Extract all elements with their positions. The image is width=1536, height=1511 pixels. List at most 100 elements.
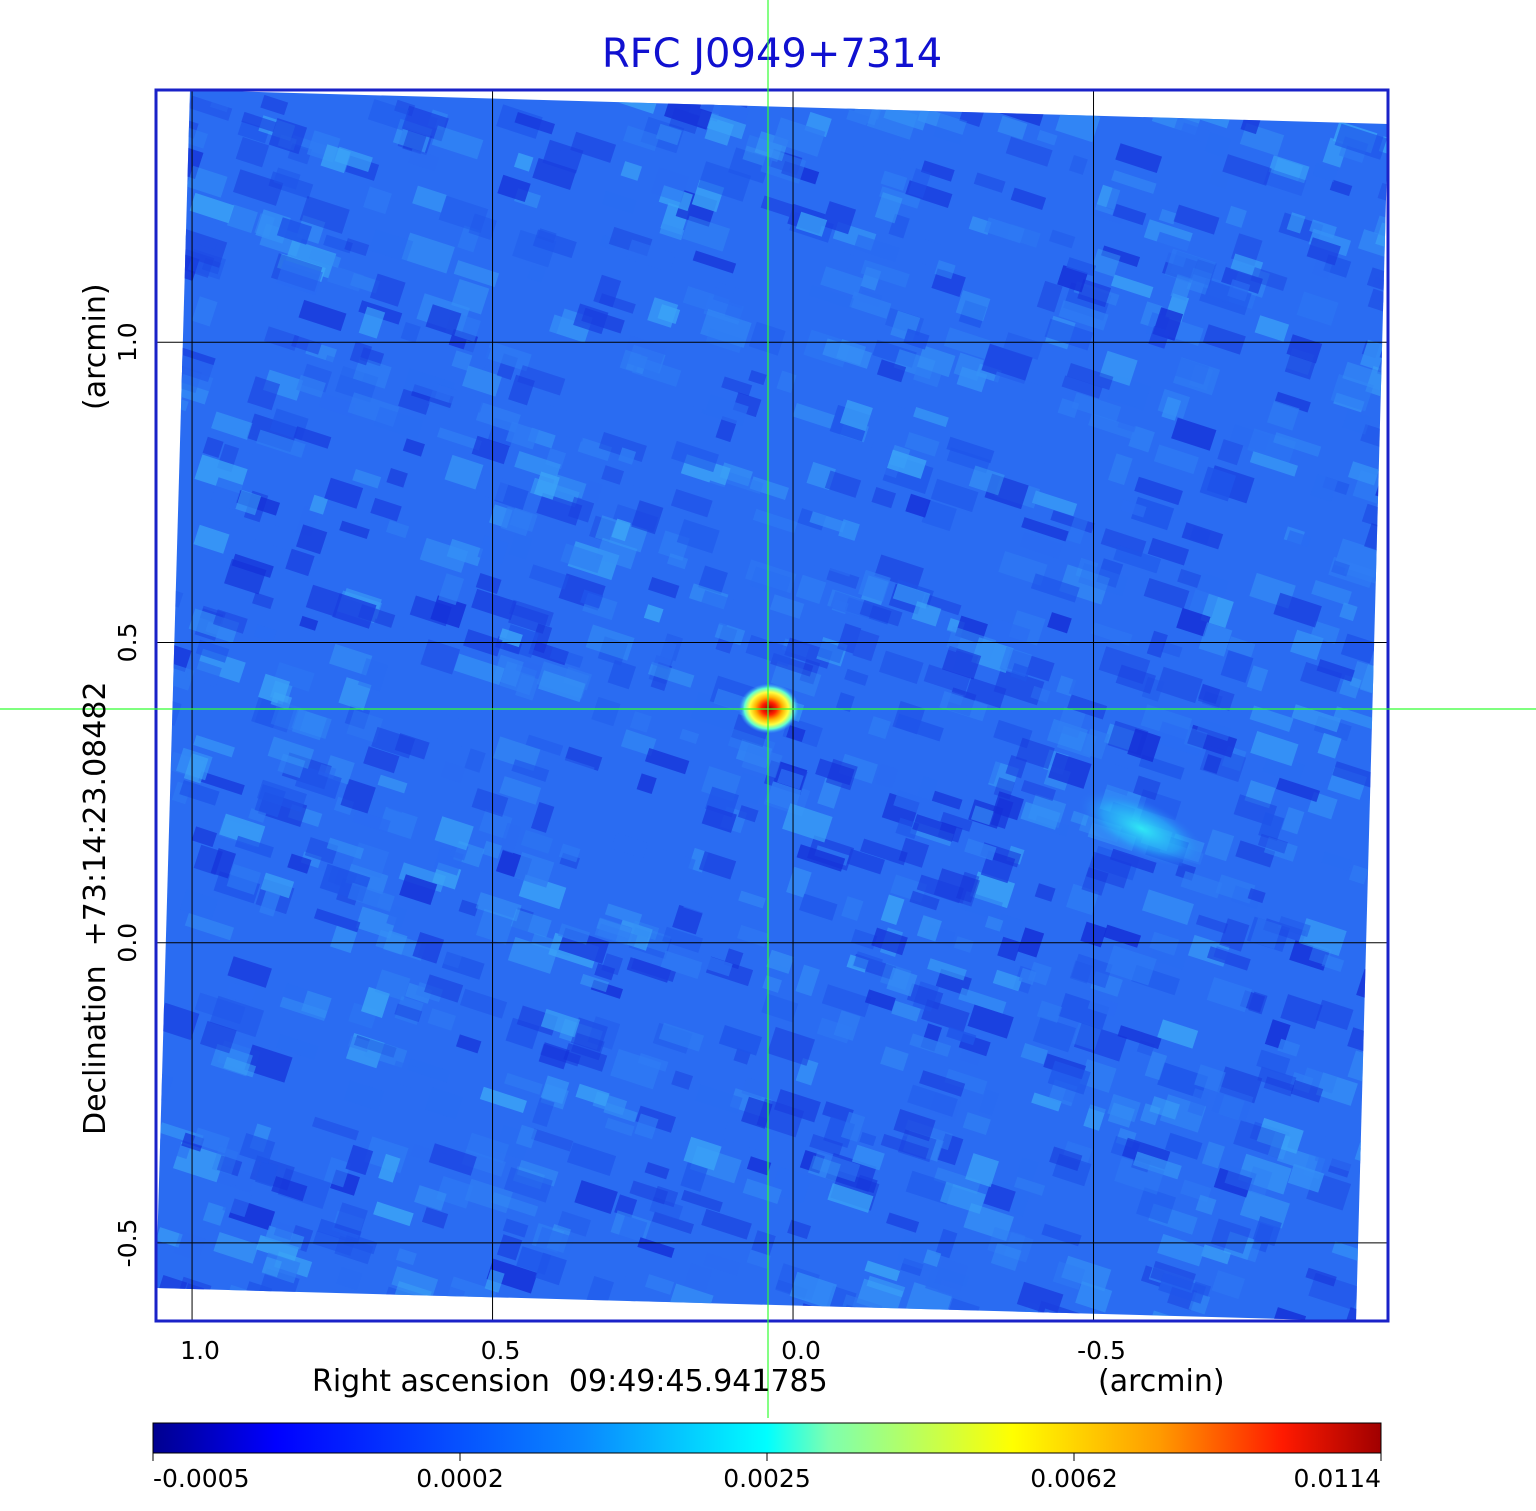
noise-patch bbox=[1373, 215, 1388, 242]
noise-patch bbox=[741, 744, 783, 779]
noise-patch bbox=[631, 920, 660, 941]
noise-patch bbox=[1071, 953, 1113, 989]
noise-patch bbox=[255, 1160, 279, 1187]
noise-patch bbox=[953, 936, 974, 953]
noise-patch bbox=[1143, 578, 1190, 609]
noise-patch bbox=[620, 161, 643, 181]
noise-patch bbox=[1164, 1132, 1203, 1160]
noise-patch bbox=[671, 1070, 694, 1090]
noise-patch bbox=[549, 646, 584, 668]
noise-patch bbox=[727, 728, 776, 760]
noise-patch bbox=[1003, 332, 1043, 360]
noise-patch bbox=[173, 354, 219, 392]
noise-patch bbox=[700, 954, 733, 977]
noise-patch bbox=[377, 774, 408, 794]
noise-patch bbox=[1061, 1255, 1112, 1292]
noise-patch bbox=[1281, 807, 1305, 835]
noise-patch bbox=[575, 1083, 610, 1107]
noise-patch bbox=[859, 122, 909, 159]
noise-patch bbox=[1107, 1093, 1141, 1123]
noise-patch bbox=[471, 435, 510, 465]
noise-patch bbox=[913, 366, 942, 388]
noise-patch bbox=[1112, 203, 1147, 226]
noise-patch bbox=[564, 746, 603, 771]
noise-patch bbox=[407, 148, 440, 172]
noise-patch bbox=[532, 229, 577, 259]
noise-patch bbox=[1013, 1176, 1046, 1196]
noise-patch bbox=[456, 1034, 482, 1054]
noise-patch bbox=[1187, 1088, 1210, 1117]
noise-patch bbox=[475, 892, 522, 922]
noise-patch bbox=[983, 1183, 1016, 1212]
noise-patch bbox=[1146, 630, 1168, 658]
noise-patch bbox=[839, 399, 873, 432]
noise-patch bbox=[496, 1234, 523, 1261]
noise-patch bbox=[993, 719, 1033, 749]
noise-patch bbox=[1069, 960, 1093, 984]
noise-patch bbox=[912, 814, 957, 842]
noise-patch bbox=[402, 130, 427, 155]
noise-patch bbox=[921, 499, 957, 532]
noise-patch bbox=[587, 1016, 621, 1050]
noise-patch bbox=[1067, 694, 1108, 720]
noise-patch bbox=[490, 1192, 539, 1217]
noise-patch bbox=[955, 290, 991, 322]
noise-patch bbox=[1217, 1066, 1263, 1104]
noise-patch bbox=[817, 777, 843, 809]
noise-patch bbox=[451, 350, 473, 371]
crosshair bbox=[0, 0, 1536, 1418]
noise-patch bbox=[939, 691, 988, 722]
noise-patch bbox=[1036, 129, 1058, 146]
colorbar-tick-label: -0.0005 bbox=[153, 1464, 250, 1493]
noise-patch bbox=[1199, 745, 1247, 783]
noise-patch bbox=[1342, 409, 1371, 435]
noise-patch bbox=[440, 761, 466, 784]
noise-patch bbox=[672, 928, 724, 964]
noise-patch bbox=[495, 1124, 532, 1160]
colorbar-tick-label: 0.0114 bbox=[1294, 1464, 1381, 1493]
noise-patch bbox=[193, 524, 230, 554]
noise-patch bbox=[993, 777, 1015, 800]
noise-patch bbox=[471, 788, 509, 817]
noise-patch bbox=[1246, 665, 1269, 692]
noise-patch bbox=[1133, 775, 1161, 801]
noise-patch bbox=[840, 1111, 866, 1143]
noise-patch bbox=[237, 120, 270, 144]
noise-patch bbox=[679, 728, 700, 744]
noise-patch bbox=[424, 1087, 464, 1120]
noise-patch bbox=[446, 538, 484, 567]
noise-patch bbox=[1149, 931, 1180, 956]
noise-patch bbox=[1211, 1086, 1254, 1123]
noise-patch bbox=[566, 1142, 617, 1176]
noise-patch bbox=[1061, 375, 1103, 399]
noise-patch bbox=[1262, 753, 1305, 784]
noise-patch bbox=[345, 1144, 374, 1176]
noise-patch bbox=[532, 158, 577, 190]
noise-patch bbox=[1328, 556, 1376, 588]
noise-patch bbox=[934, 1257, 969, 1291]
noise-patch bbox=[305, 584, 343, 617]
noise-patch bbox=[514, 450, 561, 481]
noise-patch bbox=[895, 817, 920, 840]
noise-patch bbox=[933, 112, 968, 145]
noise-patch bbox=[1047, 612, 1072, 634]
noise-patch bbox=[1020, 801, 1061, 830]
noise-patch bbox=[1100, 528, 1147, 558]
noise-patch bbox=[944, 1068, 988, 1095]
noise-patch bbox=[339, 520, 370, 540]
noise-patch bbox=[737, 924, 769, 947]
noise-patch bbox=[658, 185, 693, 212]
noise-patch bbox=[990, 1242, 1022, 1271]
noise-patch bbox=[866, 101, 918, 140]
noise-patch bbox=[752, 508, 798, 534]
noise-patch bbox=[223, 1056, 257, 1078]
noise-patch bbox=[821, 984, 871, 1018]
noise-patch bbox=[652, 1185, 679, 1208]
noise-patch bbox=[574, 1180, 618, 1215]
noise-patch bbox=[358, 306, 386, 339]
noise-patch bbox=[713, 688, 746, 712]
noise-patch bbox=[1340, 633, 1377, 664]
noise-patch bbox=[1206, 946, 1251, 971]
noise-patch bbox=[931, 790, 963, 810]
noise-patch bbox=[317, 764, 337, 780]
